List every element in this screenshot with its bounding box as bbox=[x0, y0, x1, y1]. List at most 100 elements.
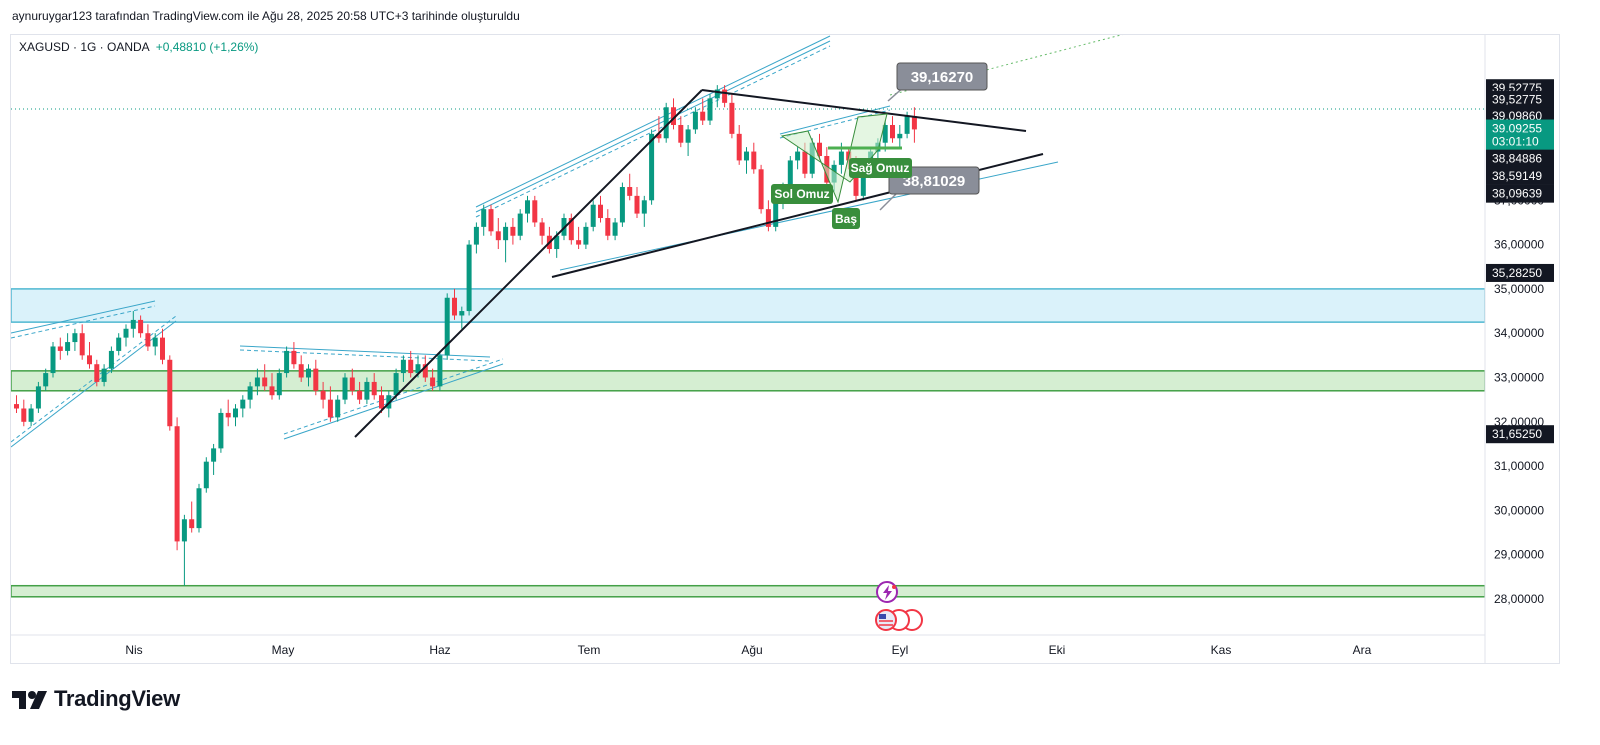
label-head: Baş bbox=[832, 208, 860, 229]
price-badge: 35,28250 bbox=[1486, 263, 1554, 282]
candle bbox=[14, 395, 19, 413]
time-tick-label: Nis bbox=[125, 643, 142, 657]
price-badges: 39,5277539,5277539,0986039,0925503:01:10… bbox=[1486, 79, 1554, 444]
candle bbox=[101, 364, 107, 387]
candle bbox=[619, 182, 625, 227]
candle bbox=[539, 218, 545, 245]
candle bbox=[240, 395, 246, 418]
candle bbox=[663, 102, 669, 143]
candle bbox=[897, 124, 903, 148]
candle bbox=[225, 399, 231, 427]
head-text: Baş bbox=[835, 212, 857, 226]
candle bbox=[488, 204, 494, 236]
candle bbox=[656, 116, 662, 143]
candle bbox=[94, 359, 100, 387]
time-tick-label: Eyl bbox=[892, 643, 909, 657]
price-badge-label: 38,59149 bbox=[1492, 169, 1542, 183]
price-tick-label: 31,00000 bbox=[1494, 459, 1544, 473]
candle bbox=[459, 306, 465, 329]
candle bbox=[649, 129, 655, 205]
candle bbox=[116, 333, 122, 356]
price-tick-label: 28,00000 bbox=[1494, 592, 1544, 606]
price-badge: 31,65250 bbox=[1486, 425, 1554, 444]
candle bbox=[517, 209, 523, 241]
price-tick-label: 30,00000 bbox=[1494, 503, 1544, 517]
candle bbox=[291, 342, 297, 369]
candle bbox=[758, 164, 764, 214]
candle bbox=[722, 85, 728, 108]
candle bbox=[21, 399, 27, 427]
candle bbox=[576, 226, 582, 250]
candle bbox=[269, 373, 275, 400]
time-tick-label: Ağu bbox=[741, 643, 762, 657]
candle bbox=[138, 315, 144, 338]
candle bbox=[233, 404, 238, 427]
candle bbox=[452, 288, 457, 320]
label-right-shoulder: Sağ Omuz bbox=[849, 158, 912, 178]
price-badge-label: 35,28250 bbox=[1492, 266, 1542, 280]
chart-credit: aynuruygar123 tarafından TradingView.com… bbox=[12, 9, 520, 23]
symbol-change: +0,48810 (+1,26%) bbox=[155, 40, 259, 54]
candle bbox=[598, 195, 603, 223]
event-icons[interactable] bbox=[875, 581, 923, 631]
channel-top-right bbox=[475, 35, 831, 218]
candle bbox=[57, 337, 63, 360]
price-badge-label: 39,09255 bbox=[1492, 122, 1542, 136]
price-tick-label: 29,00000 bbox=[1494, 548, 1544, 562]
symbol-name[interactable]: XAGUSD · 1G · OANDA bbox=[19, 40, 150, 54]
candle bbox=[108, 346, 114, 374]
candle bbox=[357, 381, 363, 405]
candles bbox=[14, 85, 917, 586]
time-tick-label: Ara bbox=[1353, 643, 1372, 657]
time-axis: Nis May Haz Tem Ağu Eyl Eki Kas Ara bbox=[125, 643, 1371, 657]
label-left-shoulder: Sol Omuz bbox=[771, 184, 833, 204]
price-tick-label: 35,00000 bbox=[1494, 282, 1544, 296]
candle bbox=[79, 324, 85, 360]
candle bbox=[408, 350, 414, 378]
candle bbox=[364, 377, 370, 405]
candle bbox=[692, 107, 698, 134]
candle bbox=[123, 324, 129, 347]
candle bbox=[298, 355, 304, 382]
candle bbox=[627, 173, 633, 201]
candle bbox=[890, 116, 895, 143]
candle bbox=[247, 381, 253, 409]
candle bbox=[430, 368, 436, 391]
candle bbox=[437, 350, 443, 391]
candle bbox=[510, 218, 516, 245]
callout-high-price: 39,16270 bbox=[887, 62, 988, 102]
candle bbox=[503, 222, 509, 263]
zone-green bbox=[11, 370, 1485, 392]
candle bbox=[130, 311, 136, 338]
candle bbox=[145, 324, 151, 351]
price-badge: 38,59149 bbox=[1486, 166, 1554, 185]
tradingview-logo-text: TradingView bbox=[54, 686, 180, 711]
candle bbox=[795, 147, 801, 170]
zone-blue bbox=[11, 288, 1485, 323]
candle bbox=[400, 355, 406, 382]
candle bbox=[481, 204, 487, 236]
candle bbox=[65, 333, 71, 356]
price-chart[interactable]: 39,16270 38,81029 Sol Omuz Baş Sağ Omuz bbox=[0, 0, 1600, 680]
candle bbox=[181, 514, 187, 586]
callout-high-text: 39,16270 bbox=[911, 69, 974, 86]
time-tick-label: Kas bbox=[1211, 643, 1232, 657]
candle bbox=[174, 417, 180, 551]
price-tick-label: 36,00000 bbox=[1494, 238, 1544, 252]
candle bbox=[335, 395, 341, 422]
candle bbox=[605, 209, 611, 241]
price-badge: 38,84886 bbox=[1486, 149, 1554, 168]
candle bbox=[371, 373, 377, 400]
candle bbox=[685, 124, 691, 156]
candle bbox=[189, 501, 195, 533]
price-badge: 38,09639 bbox=[1486, 184, 1554, 203]
candle bbox=[641, 195, 647, 227]
price-badge-label: 39,52775 bbox=[1492, 93, 1542, 107]
candle bbox=[87, 342, 92, 369]
candle bbox=[671, 98, 676, 130]
tradingview-logo-icon bbox=[12, 691, 47, 709]
candle bbox=[218, 408, 224, 453]
candle bbox=[320, 381, 326, 409]
tradingview-logo[interactable]: TradingView bbox=[12, 686, 180, 712]
price-badge: 03:01:10 bbox=[1486, 132, 1554, 151]
